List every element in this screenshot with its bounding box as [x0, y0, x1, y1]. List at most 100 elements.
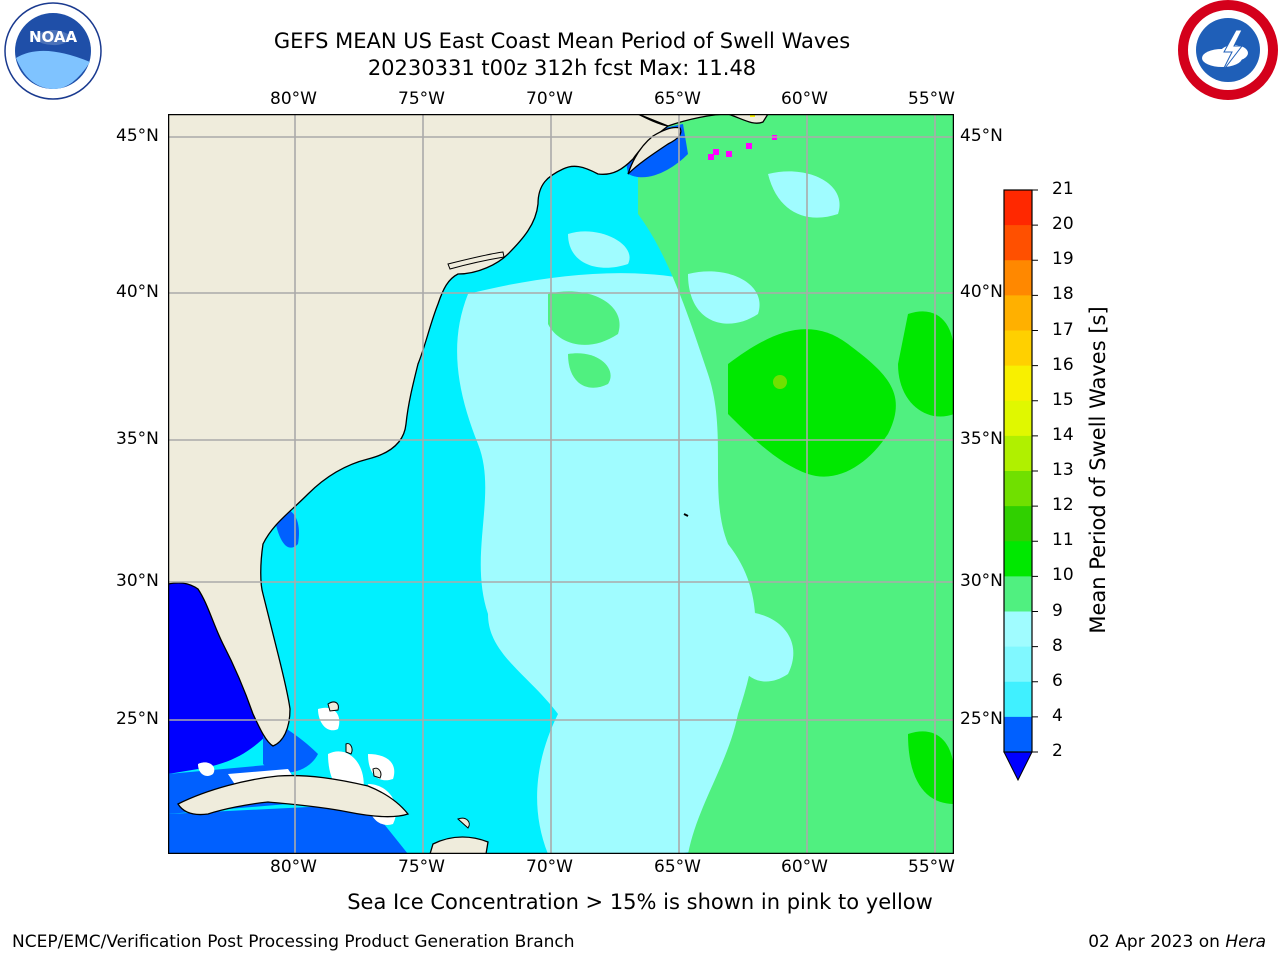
colorbar: [1000, 186, 1040, 786]
sea-ice-pixel-2: [713, 149, 719, 155]
map-panel: [167, 113, 955, 855]
field-light-cyan-patch-1: [498, 451, 608, 528]
colorbar-tick-label: 13: [1052, 460, 1074, 480]
colorbar-tick-label: 4: [1052, 705, 1063, 726]
map-svg: [167, 113, 955, 855]
land-bahamas-3: [372, 767, 382, 779]
field-light-cyan-band: [457, 273, 781, 854]
land-bahamas-1: [327, 701, 339, 712]
land-hispaniola: [429, 836, 489, 854]
field-light-cyan-patch-5: [768, 171, 840, 218]
chart-title: GEFS MEAN US East Coast Mean Period of S…: [273, 29, 851, 53]
lat-label-right-40n: 40°N: [960, 282, 1003, 302]
colorbar-band: [1004, 295, 1032, 331]
colorbar-tick-label: 11: [1052, 530, 1074, 551]
colorbar-tick-label: 16: [1052, 354, 1074, 375]
field-green-patch-1: [548, 291, 620, 345]
land-us-east-coast: [168, 114, 670, 747]
colorbar-tick-label: 17: [1052, 319, 1074, 340]
land-bahamas-2: [345, 743, 353, 755]
bahamas-bank-1: [318, 707, 340, 731]
colorbar-svg: [1003, 189, 1038, 782]
lon-label-bottom-70w: 70°W: [526, 857, 573, 877]
lon-label-bottom-65w: 65°W: [654, 857, 701, 877]
colorbar-band: [1004, 330, 1032, 367]
svg-text:NOAA: NOAA: [29, 28, 78, 46]
lat-label-left-35n: 35°N: [116, 429, 159, 449]
gulf-white-spot: [198, 762, 215, 776]
field-light-cyan-patch-6: [728, 612, 794, 682]
noaa-logo: NOAA: [2, 2, 104, 100]
sea-ice-pixel-4: [746, 143, 752, 149]
lon-label-top-70w: 70°W: [526, 89, 573, 109]
sea-ice-note: Sea Ice Concentration > 15% is shown in …: [347, 890, 933, 914]
colorbar-tick-label: 6: [1052, 670, 1063, 691]
colorbar-band: [1004, 611, 1032, 648]
lon-label-bottom-80w: 80°W: [270, 857, 317, 877]
colorbar-tick-label: 15: [1052, 389, 1074, 410]
lon-label-top-75w: 75°W: [398, 89, 445, 109]
land-turks: [457, 817, 470, 829]
colorbar-band: [1004, 190, 1032, 226]
colorbar-band: [1004, 260, 1032, 296]
sea-ice-pixel-yellow: [750, 114, 755, 117]
colorbar-band: [1004, 541, 1032, 577]
field-blue-caribbean: [168, 804, 408, 854]
graticule: [168, 114, 954, 854]
colorbar-tick-label: 21: [1052, 179, 1074, 199]
chart-subtitle: 20230331 t00z 312h fcst Max: 11.48: [367, 56, 757, 80]
colorbar-tick-label: 12: [1052, 495, 1074, 516]
lon-label-top-60w: 60°W: [781, 89, 828, 109]
colorbar-tick-label: 8: [1052, 635, 1063, 656]
lon-label-top-55w: 55°W: [908, 89, 955, 109]
lon-label-bottom-75w: 75°W: [398, 857, 445, 877]
colorbar-band: [1004, 506, 1032, 542]
colorbar-label: Mean Period of Swell Waves [s]: [1086, 306, 1110, 634]
colorbar-band: [1004, 716, 1032, 753]
colorbar-tick-label: 18: [1052, 284, 1074, 305]
land-nova-scotia-peninsula: [627, 126, 682, 175]
colorbar-tick-label: 9: [1052, 600, 1063, 621]
lat-label-left-45n: 45°N: [116, 126, 159, 146]
field-deep-blue-gulf: [168, 582, 268, 774]
field-bright-green-3: [908, 731, 954, 804]
footer-date: 02 Apr 2023 on: [1088, 932, 1220, 952]
colorbar-band: [1004, 365, 1032, 402]
lat-label-left-30n: 30°N: [116, 571, 159, 591]
land-bermuda: [683, 513, 689, 517]
lat-label-right-35n: 35°N: [960, 429, 1003, 449]
lon-label-top-80w: 80°W: [270, 89, 317, 109]
lat-label-left-25n: 25°N: [116, 709, 159, 729]
footer-machine: Hera: [1225, 932, 1266, 952]
sea-ice-pixel-1: [708, 154, 714, 160]
sea-ice-note-row: Sea Ice Concentration > 15% is shown in …: [0, 890, 1280, 914]
colorbar-tick-label: 14: [1052, 424, 1074, 445]
colorbar-tick-label: 2: [1052, 741, 1063, 761]
lat-label-right-45n: 45°N: [960, 126, 1003, 146]
nws-logo: [1176, 0, 1280, 100]
colorbar-band: [1004, 576, 1032, 612]
colorbar-band: [1004, 400, 1032, 437]
lat-label-left-40n: 40°N: [116, 282, 159, 302]
colorbar-extend-triangle: [1003, 751, 1033, 782]
colorbar-band: [1004, 435, 1032, 472]
sea-ice-pixel-3: [726, 151, 732, 157]
lat-label-right-30n: 30°N: [960, 571, 1003, 591]
field-light-cyan-patch-4: [688, 271, 760, 324]
lon-label-bottom-55w: 55°W: [908, 857, 955, 877]
colorbar-band: [1004, 681, 1032, 718]
colorbar-tick-label: 20: [1052, 214, 1074, 235]
field-max-spot: [773, 375, 787, 389]
colorbar-tick-label: 10: [1052, 565, 1074, 586]
footer-producer: NCEP/EMC/Verification Post Processing Pr…: [12, 932, 575, 952]
footer-date-row: 02 Apr 2023 on Hera: [1088, 932, 1266, 952]
map-frame: [167, 113, 955, 855]
colorbar-band: [1004, 646, 1032, 683]
lon-label-bottom-60w: 60°W: [781, 857, 828, 877]
lon-label-top-65w: 65°W: [654, 89, 701, 109]
colorbar-tick-label: 19: [1052, 249, 1074, 270]
field-bright-green-2: [898, 311, 954, 417]
land-long-island: [447, 251, 505, 270]
field-green-patch-2: [568, 353, 611, 388]
colorbar-band: [1004, 225, 1032, 261]
